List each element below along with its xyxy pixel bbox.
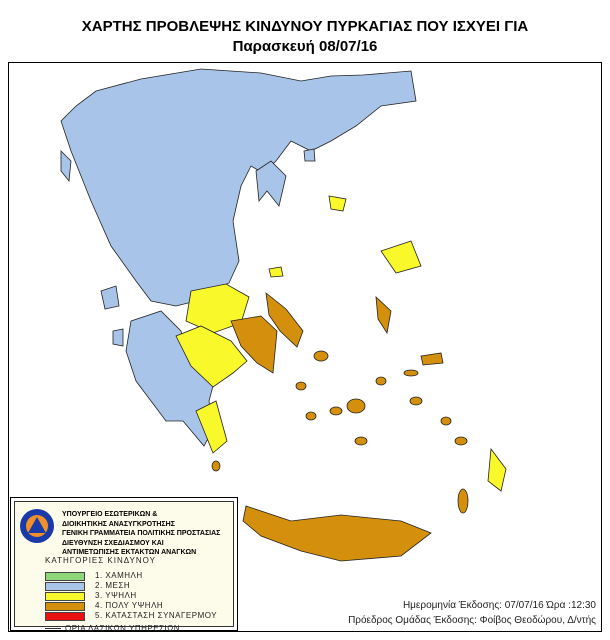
swatch xyxy=(45,602,85,611)
cyclades-island xyxy=(305,411,317,421)
evia xyxy=(265,292,304,348)
legend-forest-borders: ΟΡΙΑ ΔΑΣΙΚΩΝ ΥΠΗΡΕΣΙΩΝ xyxy=(45,624,180,633)
corfu xyxy=(60,150,72,183)
legend-label: 3. ΥΨΗΛΗ xyxy=(95,591,137,600)
swatch xyxy=(45,612,85,621)
legend-item-alert: 5. ΚΑΤΑΣΤΑΣΗ ΣΥΝΑΓΕΡΜΟΥ xyxy=(45,611,255,621)
org-line: ΔΙΕΥΘΥΝΣΗ ΣΧΕΔΙΑΣΜΟΥ ΚΑΙ xyxy=(62,539,164,547)
map-legend: ΥΠΟΥΡΓΕΙΟ ΕΣΩΤΕΡΙΚΩΝ & ΔΙΟΙΚΗΤΙΚΗΣ ΑΝΑΣΥ… xyxy=(10,497,238,633)
lesvos xyxy=(380,240,422,274)
legend-item-high: 3. ΥΨΗΛΗ xyxy=(45,591,255,601)
cyclades-island xyxy=(313,350,329,362)
org-line: ΥΠΟΥΡΓΕΙΟ ΕΣΩΤΕΡΙΚΩΝ & xyxy=(62,511,158,518)
swatch xyxy=(45,572,85,581)
attica xyxy=(230,315,278,374)
crete xyxy=(242,505,432,562)
cyclades-island xyxy=(295,381,307,391)
org-line: ΑΝΤΙΜΕΤΩΠΙΣΗΣ ΕΚΤΑΚΤΩΝ ΑΝΑΓΚΩΝ xyxy=(62,549,197,556)
kefalonia xyxy=(100,285,120,310)
swatch xyxy=(45,592,85,601)
limnos xyxy=(328,195,347,212)
cyclades-island xyxy=(346,398,366,414)
rhodes xyxy=(487,447,507,492)
laconia xyxy=(195,400,228,454)
line-symbol xyxy=(45,628,61,630)
dodecanese-island xyxy=(440,416,452,426)
dodecanese-island xyxy=(454,436,468,446)
chios xyxy=(375,295,392,335)
zakynthos xyxy=(112,328,124,347)
map-title: ΧΑΡΤΗΣ ΠΡΟΒΛΕΨΗΣ ΚΙΝΔΥΝΟΥ ΠΥΡΚΑΓΙΑΣ ΠΟΥ … xyxy=(81,18,529,35)
greece-risk-map xyxy=(60,68,507,562)
categories-title: ΚΑΤΗΓΟΡΙΕΣ ΚΙΝΔΥΝΟΥ xyxy=(45,556,156,565)
legend-label: 1. ΧΑΜΗΛΗ xyxy=(95,571,143,580)
legend-label: 5. ΚΑΤΑΣΤΑΣΗ ΣΥΝΑΓΕΡΜΟΥ xyxy=(95,611,218,620)
legend-item-very-high: 4. ΠΟΛΥ ΥΨΗΛΗ xyxy=(45,601,255,611)
cyclades-island xyxy=(354,436,368,446)
legend-label: 4. ΠΟΛΥ ΥΨΗΛΗ xyxy=(95,601,164,610)
ikaria xyxy=(403,369,419,377)
map-frame xyxy=(8,62,602,632)
cyclades-island xyxy=(329,406,343,416)
peloponnese-ne xyxy=(175,325,248,388)
civil-protection-logo xyxy=(20,509,54,543)
org-line: ΓΕΝΙΚΗ ΓΡΑΜΜΑΤΕΙΑ ΠΟΛΙΤΙΚΗΣ ΠΡΟΣΤΑΣΙΑΣ xyxy=(62,530,221,537)
legend-label: 2. ΜΕΣΗ xyxy=(95,581,131,590)
sporades xyxy=(268,266,284,278)
risk-level-medium-areas xyxy=(60,68,417,447)
karpathos xyxy=(457,488,469,514)
organization-name: ΥΠΟΥΡΓΕΙΟ ΕΣΩΤΕΡΙΚΩΝ & ΔΙΟΙΚΗΤΙΚΗΣ ΑΝΑΣΥ… xyxy=(62,510,220,558)
map-date: Παρασκευή 08/07/16 xyxy=(232,38,378,55)
legend-item-low: 1. ΧΑΜΗΛΗ xyxy=(45,571,255,581)
issue-date: Ημερομηνία Έκδοσης: 07/07/16 Ώρα :12:30 xyxy=(402,600,596,611)
kythira xyxy=(211,460,221,472)
chalkidiki xyxy=(255,160,287,207)
legend-item-medium: 2. ΜΕΣΗ xyxy=(45,581,255,591)
thasos xyxy=(303,148,316,162)
legend-label: ΟΡΙΑ ΔΑΣΙΚΩΝ ΥΠΗΡΕΣΙΩΝ xyxy=(65,624,180,633)
risk-level-very-high-areas xyxy=(211,292,469,562)
org-line: ΔΙΟΙΚΗΤΙΚΗΣ ΑΝΑΣΥΓΚΡΟΤΗΣΗΣ xyxy=(62,520,175,528)
swatch xyxy=(45,582,85,591)
dodecanese-island xyxy=(409,396,423,406)
samos xyxy=(420,352,444,366)
cyclades-island xyxy=(375,376,387,386)
issuer: Πρόεδρος Ομάδας Έκδοσης: Φοίβος Θεοδώρου… xyxy=(348,615,596,626)
mainland-north xyxy=(60,68,417,307)
